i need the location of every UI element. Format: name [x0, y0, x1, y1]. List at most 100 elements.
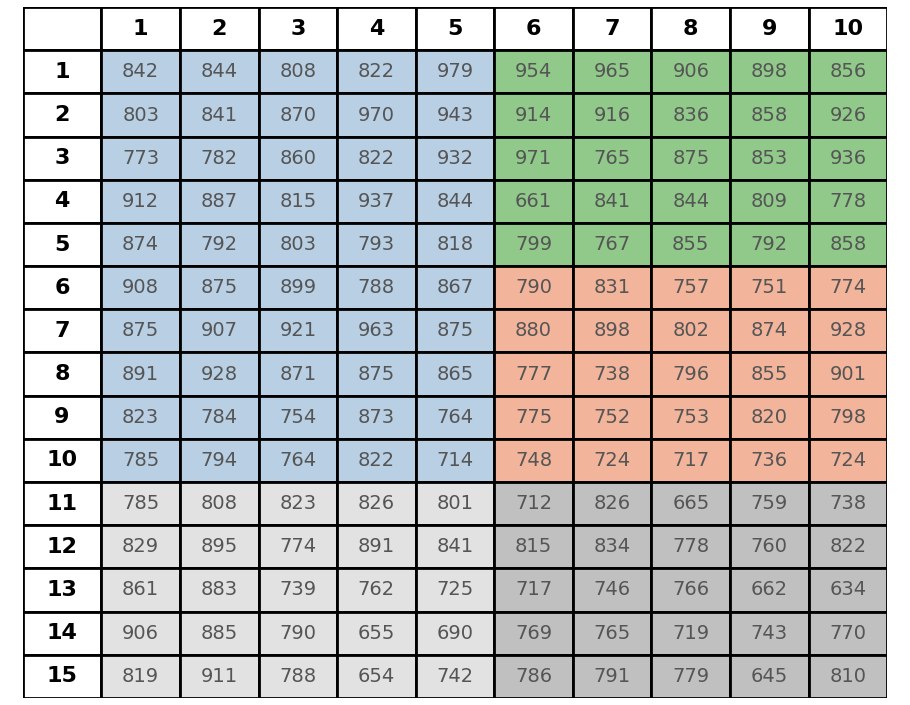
Text: 767: 767: [593, 235, 631, 254]
Text: 810: 810: [829, 667, 866, 686]
Bar: [101, 568, 180, 611]
Bar: [180, 223, 258, 266]
Text: 970: 970: [358, 106, 395, 125]
Text: 7: 7: [604, 18, 620, 39]
Text: 738: 738: [593, 364, 631, 384]
Bar: [809, 7, 887, 50]
Bar: [258, 50, 337, 93]
Bar: [494, 611, 573, 655]
Text: 891: 891: [358, 537, 395, 556]
Text: 858: 858: [751, 106, 788, 125]
Bar: [652, 50, 730, 93]
Bar: [494, 180, 573, 223]
Text: 822: 822: [358, 62, 395, 81]
Bar: [730, 266, 809, 309]
Text: 908: 908: [122, 278, 159, 298]
Bar: [494, 525, 573, 568]
Bar: [494, 655, 573, 698]
Bar: [258, 93, 337, 137]
Bar: [494, 396, 573, 439]
Text: 765: 765: [593, 149, 631, 168]
Text: 794: 794: [201, 451, 238, 470]
Text: 822: 822: [829, 537, 866, 556]
Bar: [180, 439, 258, 482]
Text: 963: 963: [358, 321, 395, 341]
Bar: [809, 439, 887, 482]
Bar: [809, 266, 887, 309]
Bar: [101, 309, 180, 352]
Text: 826: 826: [358, 494, 395, 513]
Bar: [652, 309, 730, 352]
Text: 898: 898: [751, 62, 788, 81]
Text: 10: 10: [46, 450, 77, 470]
Text: 803: 803: [279, 235, 317, 254]
Text: 13: 13: [46, 580, 77, 600]
Text: 875: 875: [122, 321, 159, 341]
Bar: [258, 137, 337, 180]
Bar: [337, 568, 416, 611]
Bar: [23, 568, 101, 611]
Text: 823: 823: [279, 494, 317, 513]
Text: 12: 12: [46, 537, 77, 557]
Bar: [23, 611, 101, 655]
Text: 766: 766: [672, 580, 709, 599]
Bar: [416, 352, 494, 396]
Text: 655: 655: [358, 624, 395, 643]
Bar: [416, 223, 494, 266]
Bar: [416, 93, 494, 137]
Bar: [101, 611, 180, 655]
Bar: [180, 137, 258, 180]
Text: 754: 754: [279, 407, 317, 427]
Bar: [573, 482, 652, 525]
Text: 748: 748: [515, 451, 552, 470]
Text: 9: 9: [55, 407, 70, 427]
Text: 932: 932: [437, 149, 473, 168]
Bar: [258, 439, 337, 482]
Text: 743: 743: [751, 624, 788, 643]
Bar: [416, 180, 494, 223]
Bar: [416, 396, 494, 439]
Bar: [494, 50, 573, 93]
Bar: [258, 7, 337, 50]
Bar: [180, 568, 258, 611]
Bar: [23, 93, 101, 137]
Bar: [730, 223, 809, 266]
Text: 790: 790: [515, 278, 552, 298]
Text: 914: 914: [515, 106, 552, 125]
Text: 752: 752: [593, 407, 631, 427]
Text: 808: 808: [279, 62, 317, 81]
Text: 928: 928: [201, 364, 238, 384]
Bar: [809, 525, 887, 568]
Bar: [652, 223, 730, 266]
Bar: [652, 93, 730, 137]
Bar: [258, 309, 337, 352]
Text: 809: 809: [751, 192, 788, 211]
Bar: [258, 655, 337, 698]
Text: 815: 815: [515, 537, 552, 556]
Bar: [494, 352, 573, 396]
Text: 906: 906: [122, 624, 159, 643]
Bar: [730, 7, 809, 50]
Bar: [494, 482, 573, 525]
Text: 661: 661: [515, 192, 552, 211]
Bar: [416, 309, 494, 352]
Bar: [258, 482, 337, 525]
Bar: [337, 655, 416, 698]
Bar: [337, 7, 416, 50]
Bar: [337, 93, 416, 137]
Bar: [573, 7, 652, 50]
Bar: [573, 50, 652, 93]
Bar: [337, 611, 416, 655]
Bar: [23, 525, 101, 568]
Bar: [337, 352, 416, 396]
Text: 751: 751: [751, 278, 788, 298]
Bar: [809, 568, 887, 611]
Text: 873: 873: [358, 407, 395, 427]
Bar: [809, 50, 887, 93]
Text: 690: 690: [437, 624, 473, 643]
Text: 928: 928: [829, 321, 866, 341]
Text: 855: 855: [751, 364, 788, 384]
Text: 803: 803: [122, 106, 159, 125]
Bar: [101, 482, 180, 525]
Bar: [258, 525, 337, 568]
